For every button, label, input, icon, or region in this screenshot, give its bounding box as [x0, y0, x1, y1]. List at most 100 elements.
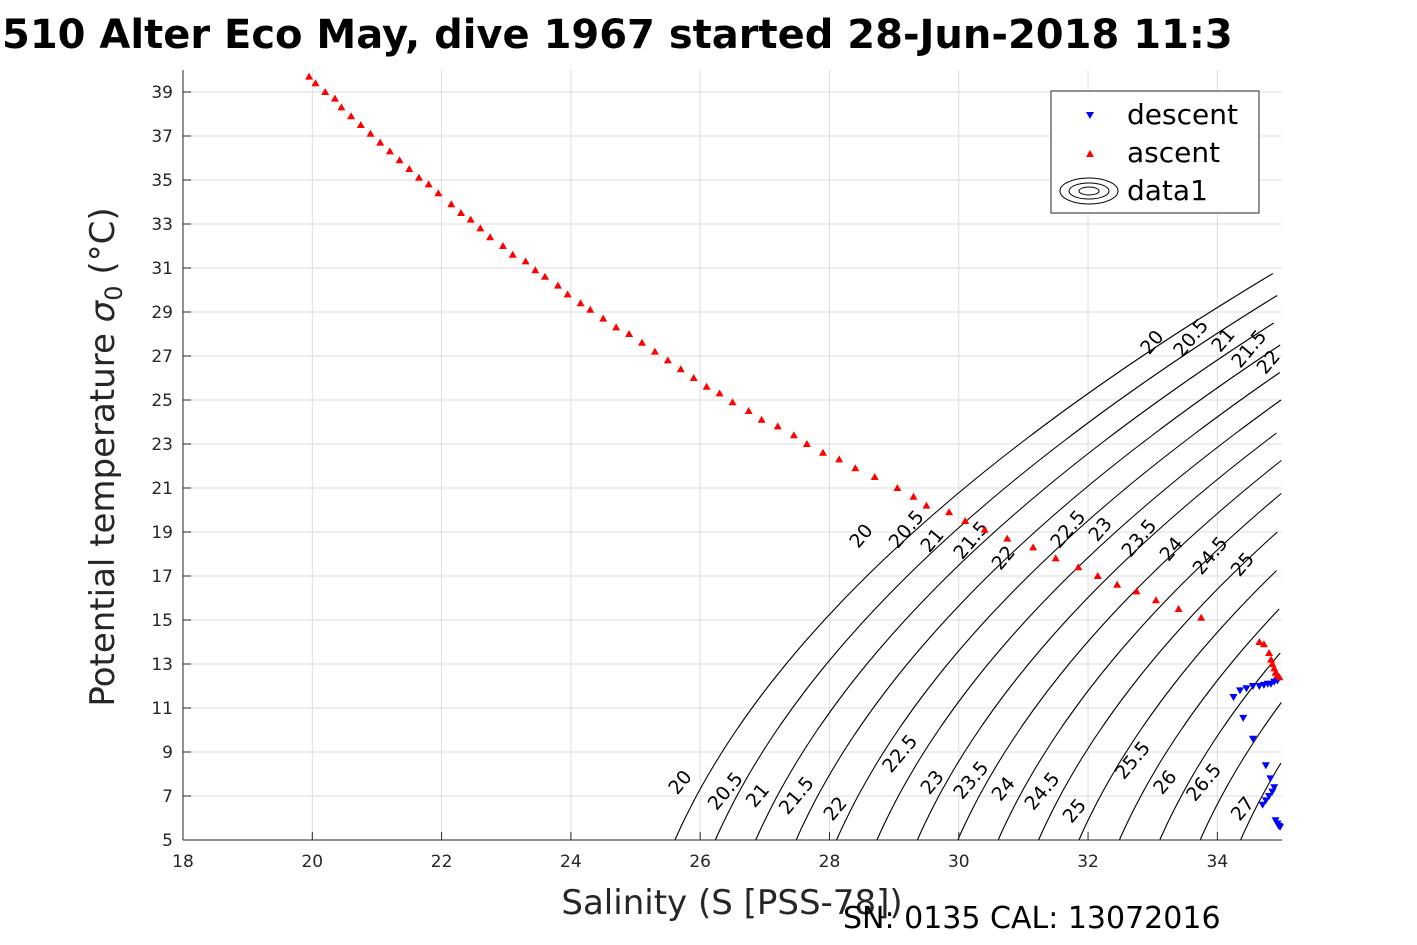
- legend: descent ascent data1: [1050, 90, 1260, 214]
- ascent-point: [744, 407, 753, 414]
- ascent-point: [541, 272, 550, 280]
- contour-line-25: [1078, 570, 1277, 841]
- contour-label: 22: [819, 793, 851, 826]
- ascent-point: [612, 323, 621, 331]
- contour-label: 20.5: [1169, 315, 1213, 362]
- descent-point: [1266, 775, 1275, 783]
- ascent-point: [305, 72, 314, 80]
- ascent-point: [395, 156, 404, 164]
- legend-contour-marker: [1059, 177, 1119, 205]
- descent-point: [1235, 687, 1244, 695]
- y-tick-label: 29: [151, 303, 173, 323]
- contour-line-23.5: [957, 460, 1282, 841]
- ascent-point: [1113, 580, 1122, 588]
- descent-point: [1261, 762, 1270, 770]
- ascent-point: [870, 473, 879, 480]
- ascent-point: [347, 112, 356, 120]
- contour-label: 23.5: [1117, 515, 1161, 562]
- descent-point: [1258, 801, 1267, 809]
- y-tick-label: 33: [151, 215, 173, 235]
- ascent-point: [650, 347, 659, 355]
- contour-label: 25: [1059, 795, 1091, 828]
- descent-point: [1248, 683, 1257, 690]
- ascent-point: [1051, 554, 1060, 562]
- contour-label: 23: [916, 766, 948, 799]
- contour-label: 20.5: [704, 768, 748, 815]
- ascent-point: [330, 94, 339, 102]
- contour-line-22.5: [876, 399, 1282, 841]
- descent-point: [1265, 793, 1274, 800]
- grid-lines: [182, 70, 1282, 841]
- y-tick-label: 31: [151, 259, 173, 279]
- y-tick-label: 7: [162, 787, 173, 807]
- contour-line-24.5: [1038, 531, 1278, 841]
- ascent-point: [311, 79, 320, 87]
- contour-label: 20: [1136, 326, 1168, 359]
- contour-line-25.5: [1118, 608, 1280, 841]
- ascent-point: [434, 189, 443, 197]
- ascent-point: [702, 382, 711, 390]
- y-tick-label: 21: [151, 479, 173, 499]
- ascent-point: [385, 147, 394, 155]
- ascent-point: [728, 398, 737, 406]
- ascent-point: [819, 448, 828, 456]
- x-tick-label: 32: [1077, 852, 1099, 872]
- contour-line-21.5: [795, 344, 1281, 841]
- contour-line-26.5: [1199, 702, 1282, 841]
- descent-point: [1229, 694, 1238, 701]
- x-tick-label: 26: [689, 852, 711, 872]
- ascent-point: [508, 250, 517, 258]
- ascent-point: [945, 508, 954, 516]
- tick-labels: 18 20 22 24 26 28 30 32 34 5 7 9 11 13 15 17 19 21 23 25 27 2…: [151, 83, 1228, 872]
- ascent-point: [909, 492, 918, 500]
- ascent-point: [1275, 673, 1284, 681]
- y-tick-label: 39: [151, 83, 173, 103]
- ascent-point: [1259, 640, 1268, 648]
- ascent-point: [1267, 655, 1276, 663]
- legend-descent-marker: [1086, 112, 1094, 119]
- contour-label: 22.5: [878, 731, 922, 778]
- descent-point: [1242, 685, 1251, 693]
- legend-descent-label: descent: [1127, 98, 1238, 131]
- contour-label: 27: [1227, 793, 1259, 826]
- ascent-point: [789, 431, 798, 439]
- ascent-point: [715, 389, 724, 397]
- ascent-point: [835, 455, 844, 463]
- y-tick-label: 27: [151, 347, 173, 367]
- contour-line-26: [1159, 652, 1281, 841]
- ascent-point: [637, 338, 646, 346]
- ascent-point: [1074, 563, 1083, 571]
- ascent-point: [757, 415, 766, 423]
- ascent-point: [366, 129, 375, 137]
- ascent-point: [961, 517, 970, 524]
- y-tick-label: 9: [162, 743, 173, 763]
- contour-label: 24.5: [1020, 768, 1064, 815]
- contour-label: 22: [987, 542, 1019, 575]
- ascent-point: [376, 138, 385, 146]
- y-tick-label: 5: [162, 831, 173, 851]
- ascent-point: [1265, 649, 1274, 656]
- ascent-point: [1255, 638, 1264, 645]
- y-tick-label: 19: [151, 523, 173, 543]
- contour-label: 21: [742, 779, 774, 812]
- ascent-point: [521, 257, 530, 265]
- y-tick-label: 23: [151, 435, 173, 455]
- ascent-point: [476, 224, 485, 232]
- contour-line-20.5: [714, 295, 1278, 841]
- x-axis-label: Salinity (S [PSS-78]): [561, 883, 902, 923]
- ascent-point: [337, 103, 346, 111]
- chart-title: 510 Alter Eco May, dive 1967 started 28-…: [2, 12, 1233, 58]
- ascent-point: [356, 121, 365, 128]
- contour-label: 23: [1084, 513, 1116, 546]
- ascent-point: [466, 215, 475, 223]
- ascent-point: [405, 165, 414, 172]
- contour-label: 26: [1149, 766, 1181, 799]
- ascent-point: [893, 484, 902, 491]
- ascent-point: [980, 525, 989, 533]
- descent-point: [1276, 823, 1285, 831]
- axes: [182, 70, 1282, 841]
- legend-data1-label: data1: [1127, 174, 1208, 207]
- contour-label: 21.5: [949, 517, 993, 564]
- x-tick-label: 20: [301, 852, 323, 872]
